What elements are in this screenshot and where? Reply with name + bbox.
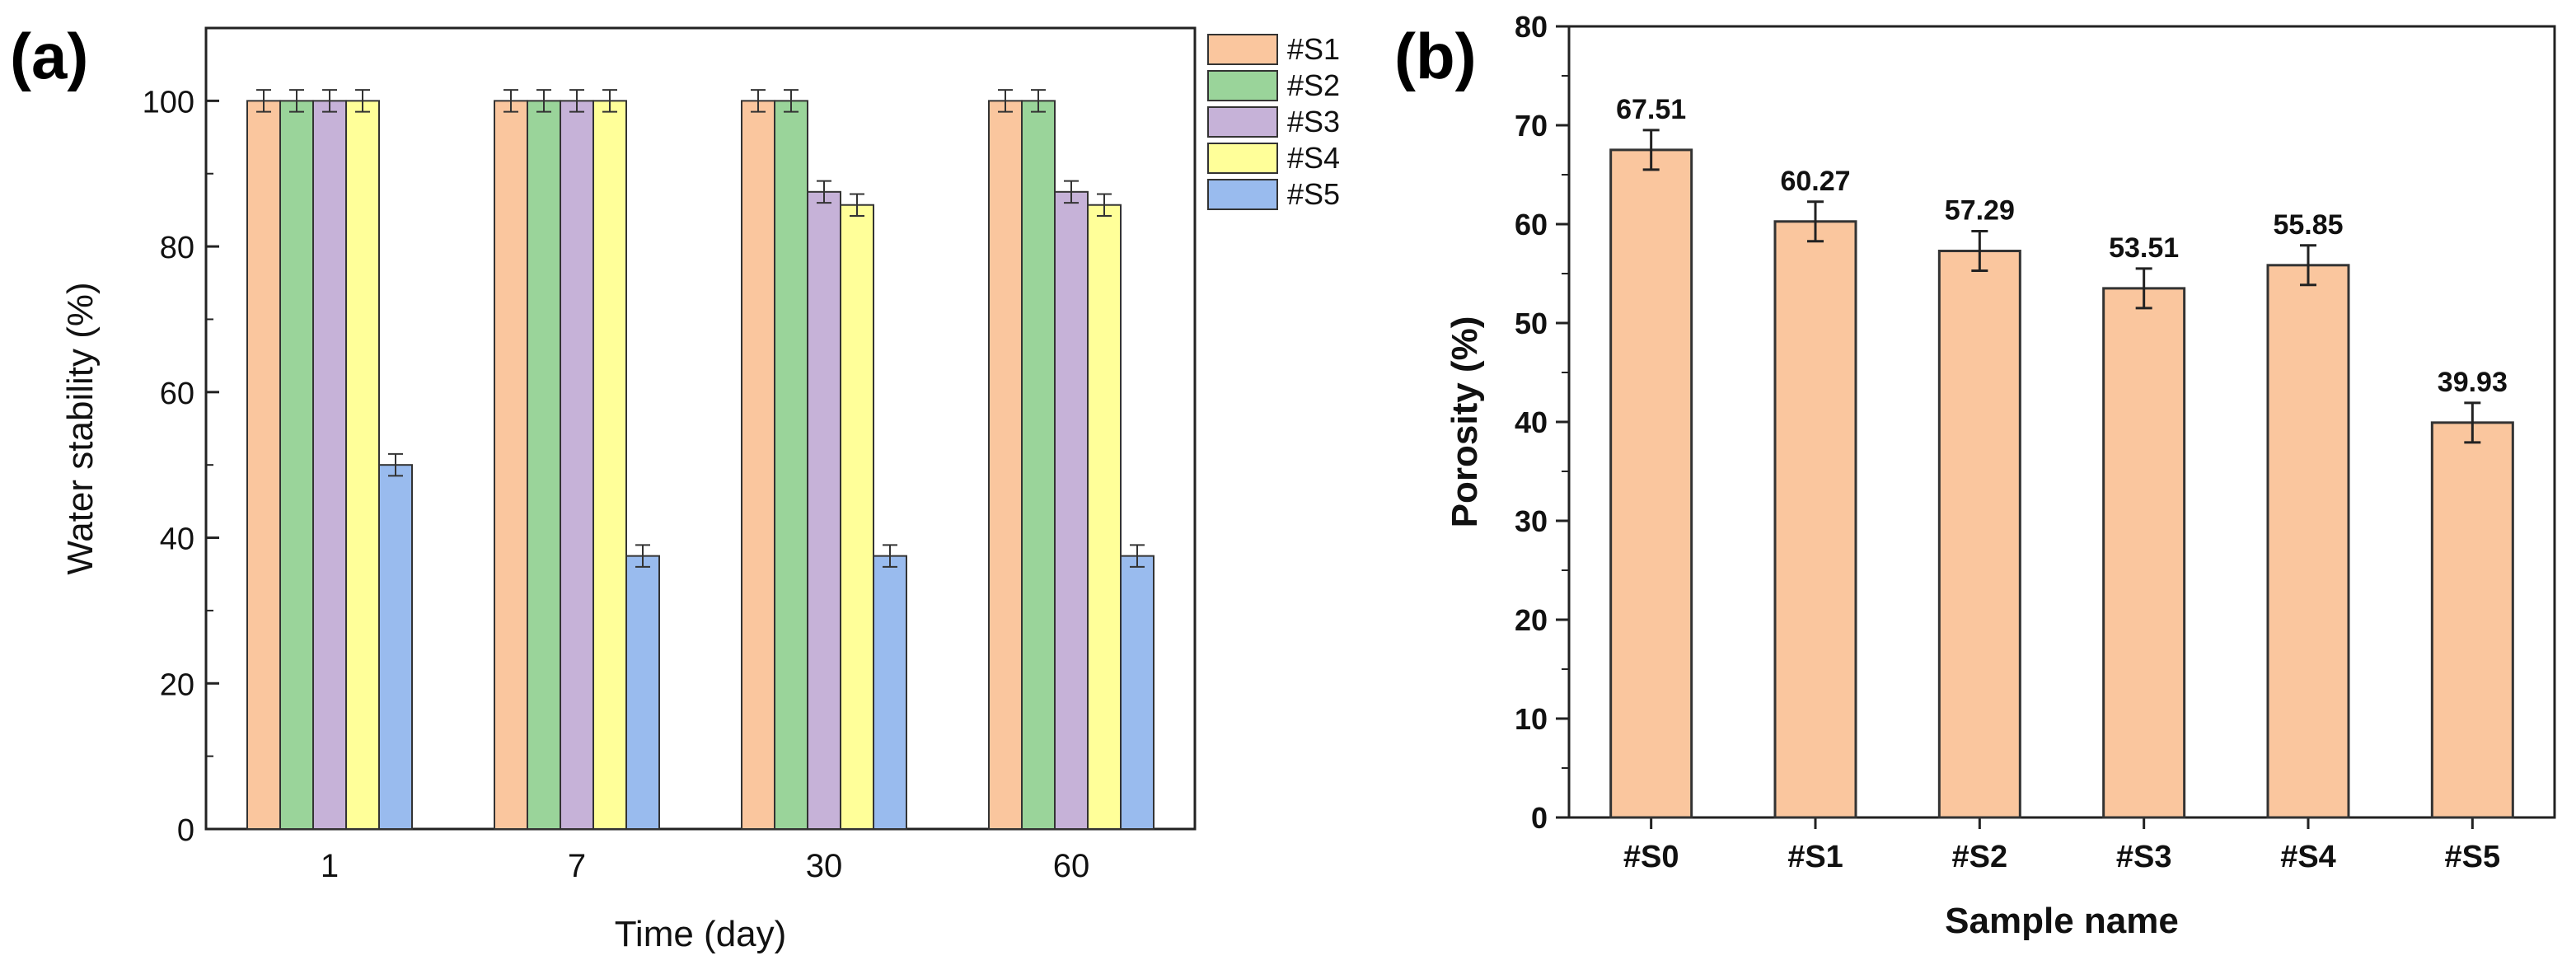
panel-a-bars: [246, 89, 1155, 830]
chart-panel-a: (a) 0 20 40 60 80 100 1 7 30 60 Time (day) Water…: [10, 20, 1340, 954]
panel-b-x-tick-label: #S4: [2280, 840, 2336, 874]
legend-label: #S3: [1287, 105, 1340, 138]
panel-a-bar: [378, 464, 413, 830]
panel-a-bar: [1120, 555, 1155, 830]
panel-b-bar: [2266, 264, 2350, 819]
legend-label: #S5: [1287, 177, 1340, 211]
panel-b-bar: [1609, 148, 1693, 819]
panel-a-bar: [345, 100, 380, 830]
panel-b-y-tick-label: 50: [1515, 307, 1548, 340]
panel-b-y-axis-title: Porosity (%): [1445, 316, 1485, 528]
legend-label: #S1: [1287, 32, 1340, 66]
panel-a-bar: [312, 100, 347, 830]
panel-b-y-tick-label: 80: [1515, 10, 1548, 44]
panel-a-x-tick-label: 1: [321, 848, 339, 884]
panel-b-y-tick-label: 40: [1515, 405, 1548, 439]
panel-a-bar: [988, 100, 1023, 830]
panel-a-y-tick-label: 0: [177, 813, 194, 848]
panel-b-value-label: 39.93: [2438, 367, 2508, 398]
panel-a-x-tick-label: 60: [1053, 848, 1090, 884]
panel-b-y-tick-label: 70: [1515, 109, 1548, 143]
panel-b-value-label: 55.85: [2273, 209, 2343, 241]
panel-b-y-tick-label: 30: [1515, 504, 1548, 538]
panel-b-x-tick-label: #S3: [2116, 840, 2172, 874]
panel-a-y-axis: 0 20 40 60 80 100: [143, 85, 219, 848]
panel-b-bar: [1773, 220, 1857, 819]
panel-a-bar: [1087, 204, 1122, 830]
panel-b-x-tick-label: #S0: [1623, 840, 1679, 874]
panel-b-value-label: 60.27: [1780, 166, 1850, 197]
legend-swatch: [1207, 34, 1278, 65]
panel-b-y-tick-label: 60: [1515, 208, 1548, 241]
panel-b-y-tick-label: 0: [1531, 801, 1548, 835]
panel-a-plot-frame: [204, 26, 1197, 831]
panel-a-label: (a): [10, 20, 88, 92]
legend-swatch: [1207, 179, 1278, 210]
panel-a-bar: [741, 100, 775, 830]
legend-label: #S2: [1287, 68, 1340, 102]
panel-b-y-tick-label: 20: [1515, 603, 1548, 637]
panel-b-bar: [1937, 250, 2021, 819]
panel-b-x-axis-title: Sample name: [1945, 901, 2179, 941]
panel-b-bars: 67.51 60.27 57.29 53.51 55.85 39.93: [1609, 94, 2514, 819]
panel-a-bar: [873, 555, 907, 830]
panel-b-value-label: 53.51: [2109, 232, 2179, 264]
panel-a-y-axis-title: Water stability (%): [60, 282, 101, 574]
panel-a-y-tick-label: 40: [160, 522, 194, 557]
legend-swatch: [1207, 106, 1278, 138]
panel-b-plot-frame: [1567, 25, 2556, 819]
panel-a-bar: [279, 100, 314, 830]
panel-b-label: (b): [1394, 20, 1477, 92]
panel-b-value-label: 57.29: [1945, 195, 2015, 227]
panel-a-bar: [1021, 100, 1056, 830]
panel-a-y-tick-label: 80: [160, 231, 194, 265]
panel-a-bar: [807, 190, 841, 830]
panel-a-bar: [840, 204, 874, 830]
panel-b-x-tick-label: #S2: [1952, 840, 2008, 874]
panel-b-x-tick-label: #S5: [2445, 840, 2501, 874]
panel-a-bar: [592, 100, 627, 830]
panel-a-bar: [246, 100, 281, 830]
legend-swatch: [1207, 143, 1278, 174]
chart-panel-b: (b) 0 10 20 30 40 50 60 70 80 #S0 #S1 #S2 #S3 #S4 #S5…: [1394, 10, 2556, 941]
panel-b-x-tick-label: #S1: [1787, 840, 1843, 874]
panel-b-value-label: 67.51: [1616, 94, 1686, 125]
panel-a-bar: [774, 100, 808, 830]
panel-b-bar: [2102, 287, 2186, 819]
panel-a-bar: [527, 100, 561, 830]
panel-a-bar: [625, 555, 660, 830]
panel-b-y-axis: 0 10 20 30 40 50 60 70 80: [1515, 10, 1569, 835]
panel-a-legend: #S1#S2#S3#S4#S5: [1207, 32, 1340, 211]
panel-b-y-tick-label: 10: [1515, 702, 1548, 736]
panel-a-x-tick-label: 7: [568, 848, 586, 884]
panel-a-bar: [1054, 190, 1089, 830]
panel-b-bar: [2430, 421, 2514, 819]
panel-a-bar: [494, 100, 528, 830]
panel-a-x-axis-title: Time (day): [615, 914, 787, 954]
panel-a-y-tick-label: 100: [143, 85, 194, 119]
panel-a-y-tick-label: 60: [160, 377, 194, 411]
panel-a-x-tick-label: 30: [806, 848, 843, 884]
legend-label: #S4: [1287, 141, 1340, 175]
legend-swatch: [1207, 70, 1278, 101]
panel-a-y-tick-label: 20: [160, 668, 194, 702]
panel-a-bar: [560, 100, 594, 830]
panel-b-x-axis: #S0 #S1 #S2 #S3 #S4 #S5: [1623, 817, 2500, 874]
panel-a-x-axis: 1 7 30 60: [321, 816, 1089, 884]
